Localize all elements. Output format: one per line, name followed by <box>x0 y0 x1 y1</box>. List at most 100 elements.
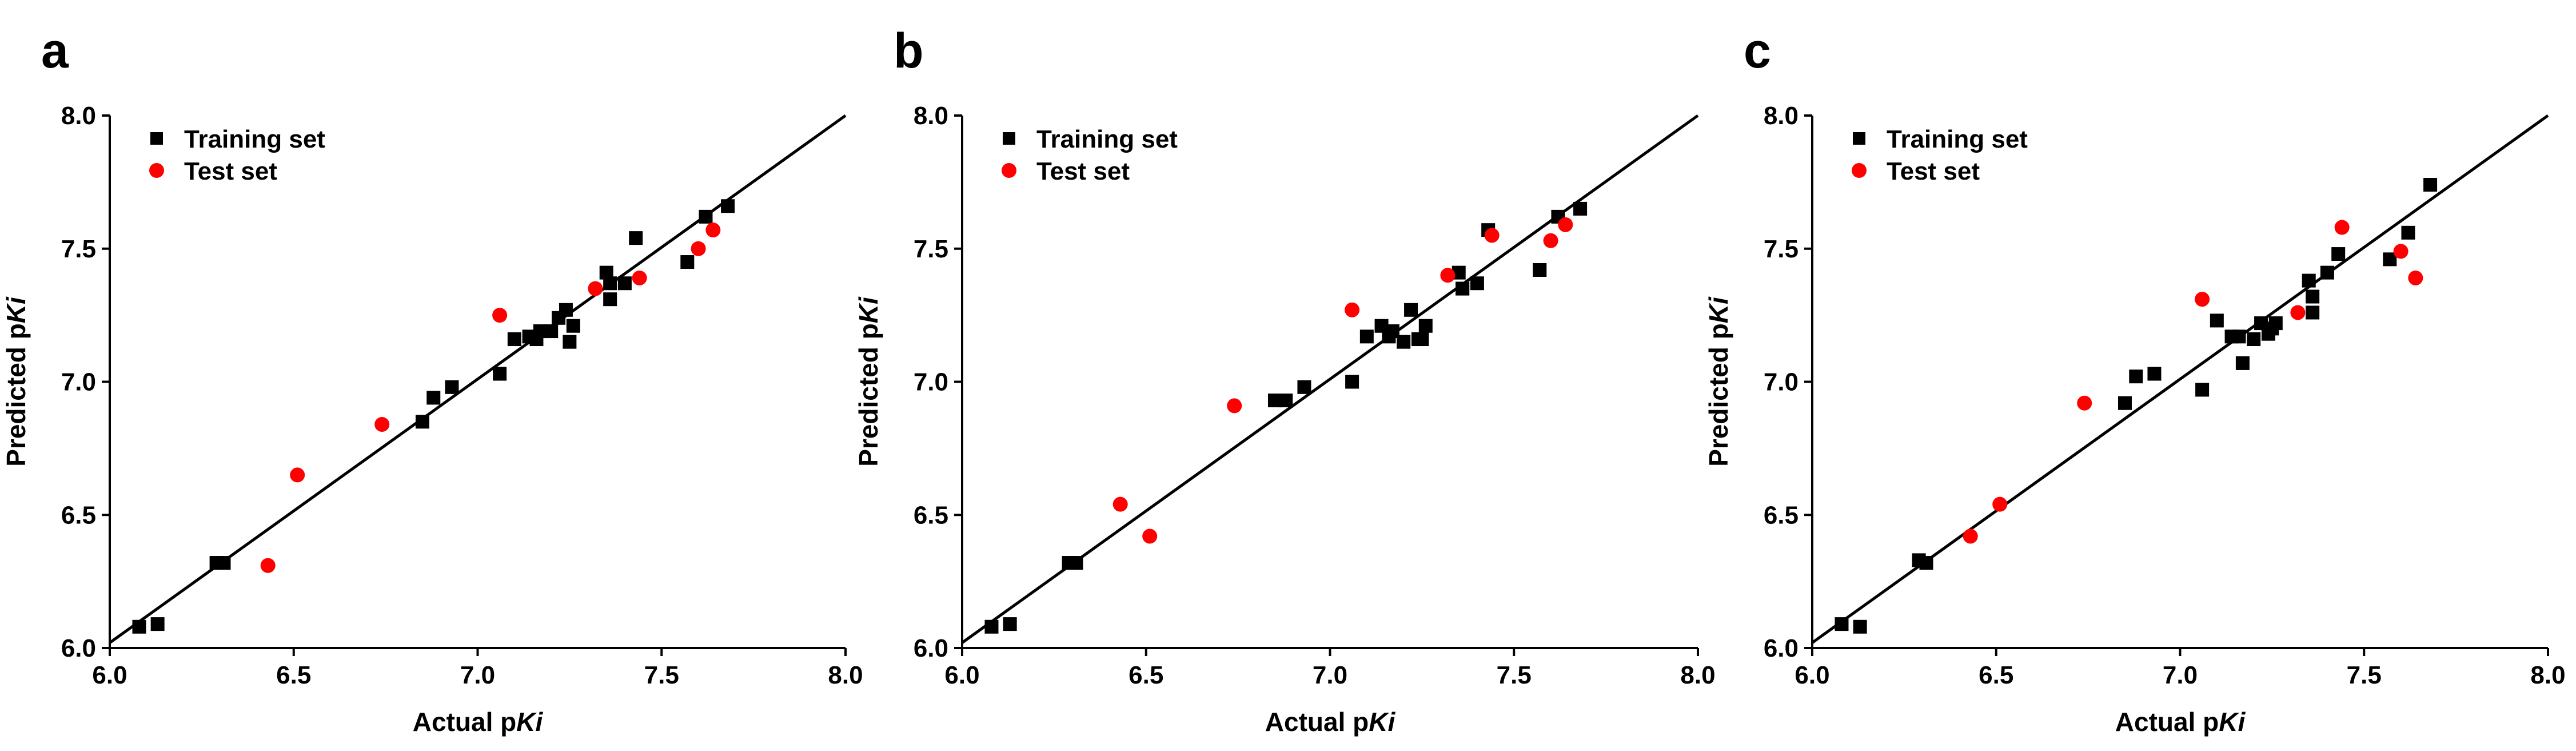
x-tick-label: 6.0 <box>944 661 979 689</box>
training-point <box>1573 201 1588 216</box>
training-point <box>1359 329 1374 344</box>
x-tick-label: 6.5 <box>276 661 311 689</box>
y-tick-label: 6.0 <box>914 634 948 662</box>
training-point <box>2147 367 2162 381</box>
test-point <box>290 467 305 483</box>
test-point <box>2290 305 2306 320</box>
test-point <box>1227 398 1242 414</box>
y-tick-label: 8.0 <box>61 102 96 130</box>
y-tick-label: 8.0 <box>914 102 948 130</box>
training-point <box>629 231 643 245</box>
training-point <box>1470 276 1484 291</box>
x-tick-label: 7.5 <box>2347 661 2382 689</box>
legend-training-label: Training set <box>184 125 325 153</box>
training-point <box>1456 281 1470 296</box>
training-point <box>563 335 577 349</box>
test-point <box>588 281 603 296</box>
test-point <box>2408 270 2423 285</box>
test-point <box>1543 233 1558 248</box>
y-tick-label: 8.0 <box>1764 102 1799 130</box>
training-point <box>680 255 695 269</box>
training-point <box>493 367 507 381</box>
x-tick-label: 7.5 <box>644 661 679 689</box>
panel-a: a 6.0 6.5 7.0 7.5 8.0 6.0 6.5 7.0 7.5 8.0 Actual pK… <box>1 23 863 737</box>
y-tick-label: 7.5 <box>914 235 948 263</box>
training-point <box>1003 617 1017 631</box>
training-point <box>2118 396 2132 410</box>
test-point <box>1963 529 1978 544</box>
training-point <box>2195 383 2210 397</box>
y-tick-label: 7.5 <box>1764 235 1799 263</box>
training-point <box>603 292 617 307</box>
x-axis-title: Actual pKi <box>2115 707 2246 737</box>
training-point <box>217 556 231 570</box>
training-point <box>1418 319 1433 333</box>
test-point <box>1484 228 1500 243</box>
training-point <box>603 276 617 291</box>
training-point <box>2306 305 2320 320</box>
training-point <box>132 619 146 634</box>
test-point <box>374 416 390 432</box>
legend-training-marker <box>150 132 163 145</box>
panel-c: c 6.0 6.5 7.0 7.5 8.0 6.0 6.5 7.0 7.5 8.0 Actual pK… <box>1704 23 2566 737</box>
legend-training-marker <box>1003 132 1015 145</box>
test-point <box>1112 496 1128 512</box>
training-point <box>1533 263 1547 277</box>
legend-test-label: Test set <box>1887 157 1980 185</box>
y-tick-label: 6.0 <box>61 634 96 662</box>
training-point <box>984 619 999 634</box>
training-point <box>2423 178 2438 192</box>
test-point <box>1142 529 1158 544</box>
training-point <box>150 617 165 631</box>
x-axis-title: Actual pKi <box>1265 707 1396 737</box>
y-axis-title: Predicted pKi <box>854 296 883 467</box>
training-point <box>2232 329 2246 344</box>
y-tick-label: 7.0 <box>914 368 948 396</box>
x-tick-label: 7.0 <box>1313 661 1347 689</box>
training-point <box>1835 617 1849 631</box>
y-axis-title: Predicted pKi <box>1704 296 1733 467</box>
training-point <box>566 319 580 333</box>
panel-b: b 6.0 6.5 7.0 7.5 8.0 6.0 6.5 7.0 7.5 8.0 Actual pK… <box>854 23 1716 737</box>
legend-test-label: Test set <box>1036 157 1130 185</box>
training-point <box>1297 380 1311 394</box>
x-axis-title: Actual pKi <box>413 707 544 737</box>
y-tick-label: 6.5 <box>914 501 948 529</box>
training-point <box>2268 316 2283 331</box>
training-point <box>1853 619 1867 634</box>
training-point <box>507 332 521 347</box>
regression-line <box>1811 114 2549 644</box>
training-point <box>2129 369 2143 384</box>
training-point <box>445 380 459 394</box>
test-point <box>632 270 647 285</box>
training-point <box>1404 303 1418 317</box>
x-tick-label: 7.5 <box>1497 661 1532 689</box>
training-point <box>1397 335 1411 349</box>
training-point <box>544 324 559 339</box>
y-tick-label: 6.5 <box>1764 501 1799 529</box>
test-point <box>1992 496 2008 512</box>
y-tick-label: 6.5 <box>61 501 96 529</box>
training-point <box>1345 375 1359 389</box>
test-point <box>691 241 706 256</box>
test-point <box>1558 217 1573 232</box>
test-point <box>2393 244 2408 259</box>
test-point <box>260 558 276 573</box>
y-tick-label: 7.0 <box>61 368 96 396</box>
legend-test-marker <box>1852 163 1867 178</box>
training-point <box>2210 313 2224 328</box>
x-tick-label: 6.5 <box>1979 661 2013 689</box>
training-point <box>699 209 713 224</box>
panel-letter: c <box>1744 23 1771 78</box>
training-point <box>415 415 429 429</box>
legend-test-marker <box>1002 163 1016 178</box>
training-point <box>2306 289 2320 304</box>
training-point <box>1279 394 1293 408</box>
x-tick-label: 6.0 <box>1795 661 1829 689</box>
legend-test-label: Test set <box>184 157 277 185</box>
panel-letter: a <box>41 23 69 78</box>
x-tick-label: 8.0 <box>1680 661 1715 689</box>
training-point <box>559 303 573 317</box>
training-point <box>2331 247 2346 261</box>
